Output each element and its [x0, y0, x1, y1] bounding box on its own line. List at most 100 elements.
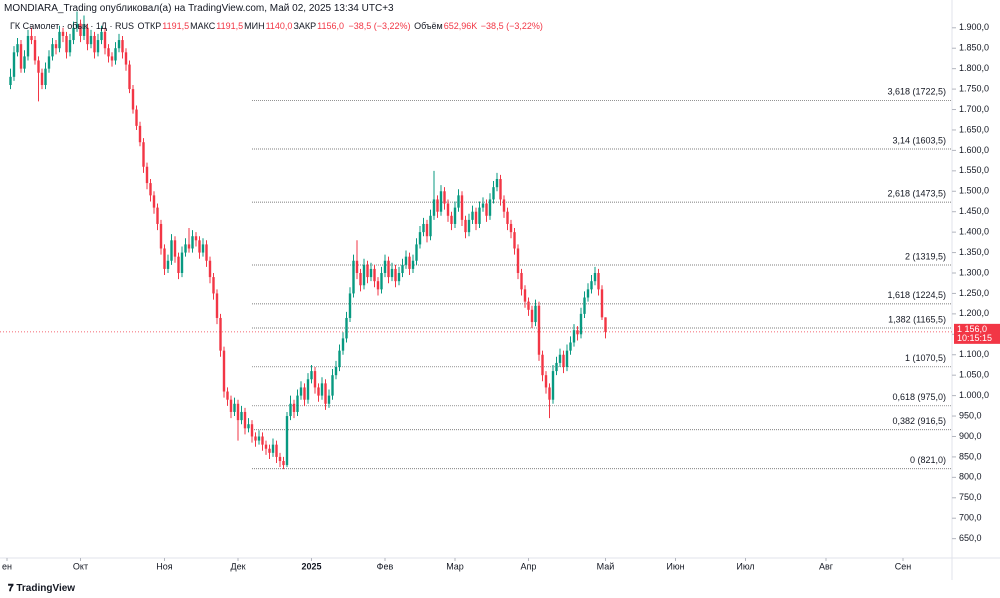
candle-body: [187, 244, 191, 249]
candle-body: [586, 289, 590, 298]
candle-body: [604, 317, 607, 332]
candle-body: [516, 248, 520, 274]
candle-body: [93, 35, 96, 53]
candle-body: [124, 52, 128, 65]
candle-body: [509, 223, 513, 233]
y-tick-label: 1.050,0: [959, 370, 989, 380]
candle-body: [198, 240, 201, 253]
candle-body: [219, 317, 222, 351]
candle-body: [492, 187, 495, 200]
x-tick-label: Май: [597, 561, 615, 571]
candle-body: [523, 289, 527, 302]
ohlc-value: 1140,0: [265, 21, 293, 31]
candle-body: [152, 195, 156, 208]
y-tick-label: 1.200,0: [959, 308, 989, 318]
y-tick-label: 850,0: [959, 451, 982, 461]
candle-body: [103, 31, 107, 49]
candle-body: [278, 456, 282, 462]
candle-body: [418, 232, 422, 245]
candle-body: [110, 56, 114, 61]
y-tick-label: 750,0: [959, 492, 982, 502]
ohlc-value: 1156,0: [317, 21, 344, 31]
candle-body: [313, 371, 317, 388]
candle-body: [502, 199, 506, 212]
volume: 652,96K: [443, 21, 478, 31]
y-tick-label: 1.500,0: [959, 186, 989, 196]
ohlc-legend: ОТКР1191,5МАКС1191,5МИН1140,0ЗАКР1156,0: [137, 21, 345, 31]
candle-body: [397, 273, 401, 282]
candle-body: [425, 223, 429, 237]
last-price-label: 1 156,0: [957, 324, 987, 334]
y-tick-label: 1.350,0: [959, 247, 989, 257]
y-tick-label: 950,0: [959, 410, 982, 420]
candle-body: [292, 403, 296, 412]
candle-body: [303, 387, 306, 400]
x-tick-label: Дек: [230, 561, 245, 571]
fib-label: 2,618 (1473,5): [887, 188, 946, 198]
candle-body: [373, 268, 376, 282]
candle-body: [268, 448, 271, 453]
candle-body: [19, 44, 23, 69]
y-tick-label: 1.100,0: [959, 349, 989, 359]
y-tick-label: 1.450,0: [959, 206, 989, 216]
candle-body: [275, 444, 278, 457]
candle-body: [317, 387, 320, 396]
candle-body: [387, 260, 390, 278]
y-tick-label: 1.250,0: [959, 288, 989, 298]
volume-change: −38,5 (−3,22%): [480, 21, 543, 31]
candle-body: [82, 27, 86, 36]
candle-body: [26, 35, 30, 57]
candle-body: [541, 354, 544, 376]
candle-body: [107, 48, 110, 57]
candle-body: [467, 219, 471, 233]
candle-body: [408, 256, 411, 269]
candle-body: [296, 395, 299, 412]
symbol: ГК Самолет · обык · 1Д · RUS: [10, 21, 134, 31]
candle-body: [436, 199, 439, 212]
candle-body: [359, 273, 362, 286]
candle-body: [145, 166, 149, 184]
candle-body: [184, 244, 187, 253]
candle-body: [166, 260, 170, 269]
candle-body: [47, 56, 51, 69]
candle-body: [135, 109, 138, 126]
fib-label: 0 (821,0): [910, 455, 946, 465]
x-tick-label: Окт: [73, 561, 88, 571]
y-tick-label: 1.300,0: [959, 267, 989, 277]
candle-body: [191, 236, 194, 249]
candle-body: [65, 35, 68, 53]
candle-body: [579, 313, 583, 335]
candle-body: [121, 40, 124, 53]
candle-body: [345, 317, 348, 339]
ohlc-value: 1191,5: [162, 21, 190, 31]
fib-label: 3,618 (1722,5): [887, 87, 946, 97]
candle-body: [432, 199, 436, 216]
candle-body: [460, 195, 464, 220]
candle-body: [173, 240, 177, 257]
candle-body: [114, 48, 117, 61]
candle-body: [208, 260, 212, 278]
candle-body: [457, 195, 460, 208]
candle-body: [471, 211, 474, 220]
y-tick-label: 900,0: [959, 431, 982, 441]
candle-body: [16, 44, 19, 53]
ohlc-key: МИН: [244, 21, 265, 31]
candle-body: [530, 309, 534, 323]
candle-body: [338, 350, 341, 368]
candle-body: [44, 68, 47, 86]
candle-body: [306, 379, 310, 400]
candle-body: [170, 240, 173, 261]
last-price-tag: [954, 323, 1000, 344]
x-tick-label: Апр: [521, 561, 537, 571]
ohlc-key: МАКС: [190, 21, 216, 31]
y-tick-label: 1.750,0: [959, 83, 989, 93]
candle-body: [495, 179, 499, 188]
x-tick-label: Фев: [377, 561, 394, 571]
candle-body: [285, 416, 289, 466]
candle-body: [240, 411, 243, 421]
fib-label: 1 (1070,5): [905, 353, 946, 363]
candle-body: [61, 31, 65, 36]
candle-body: [334, 367, 338, 376]
